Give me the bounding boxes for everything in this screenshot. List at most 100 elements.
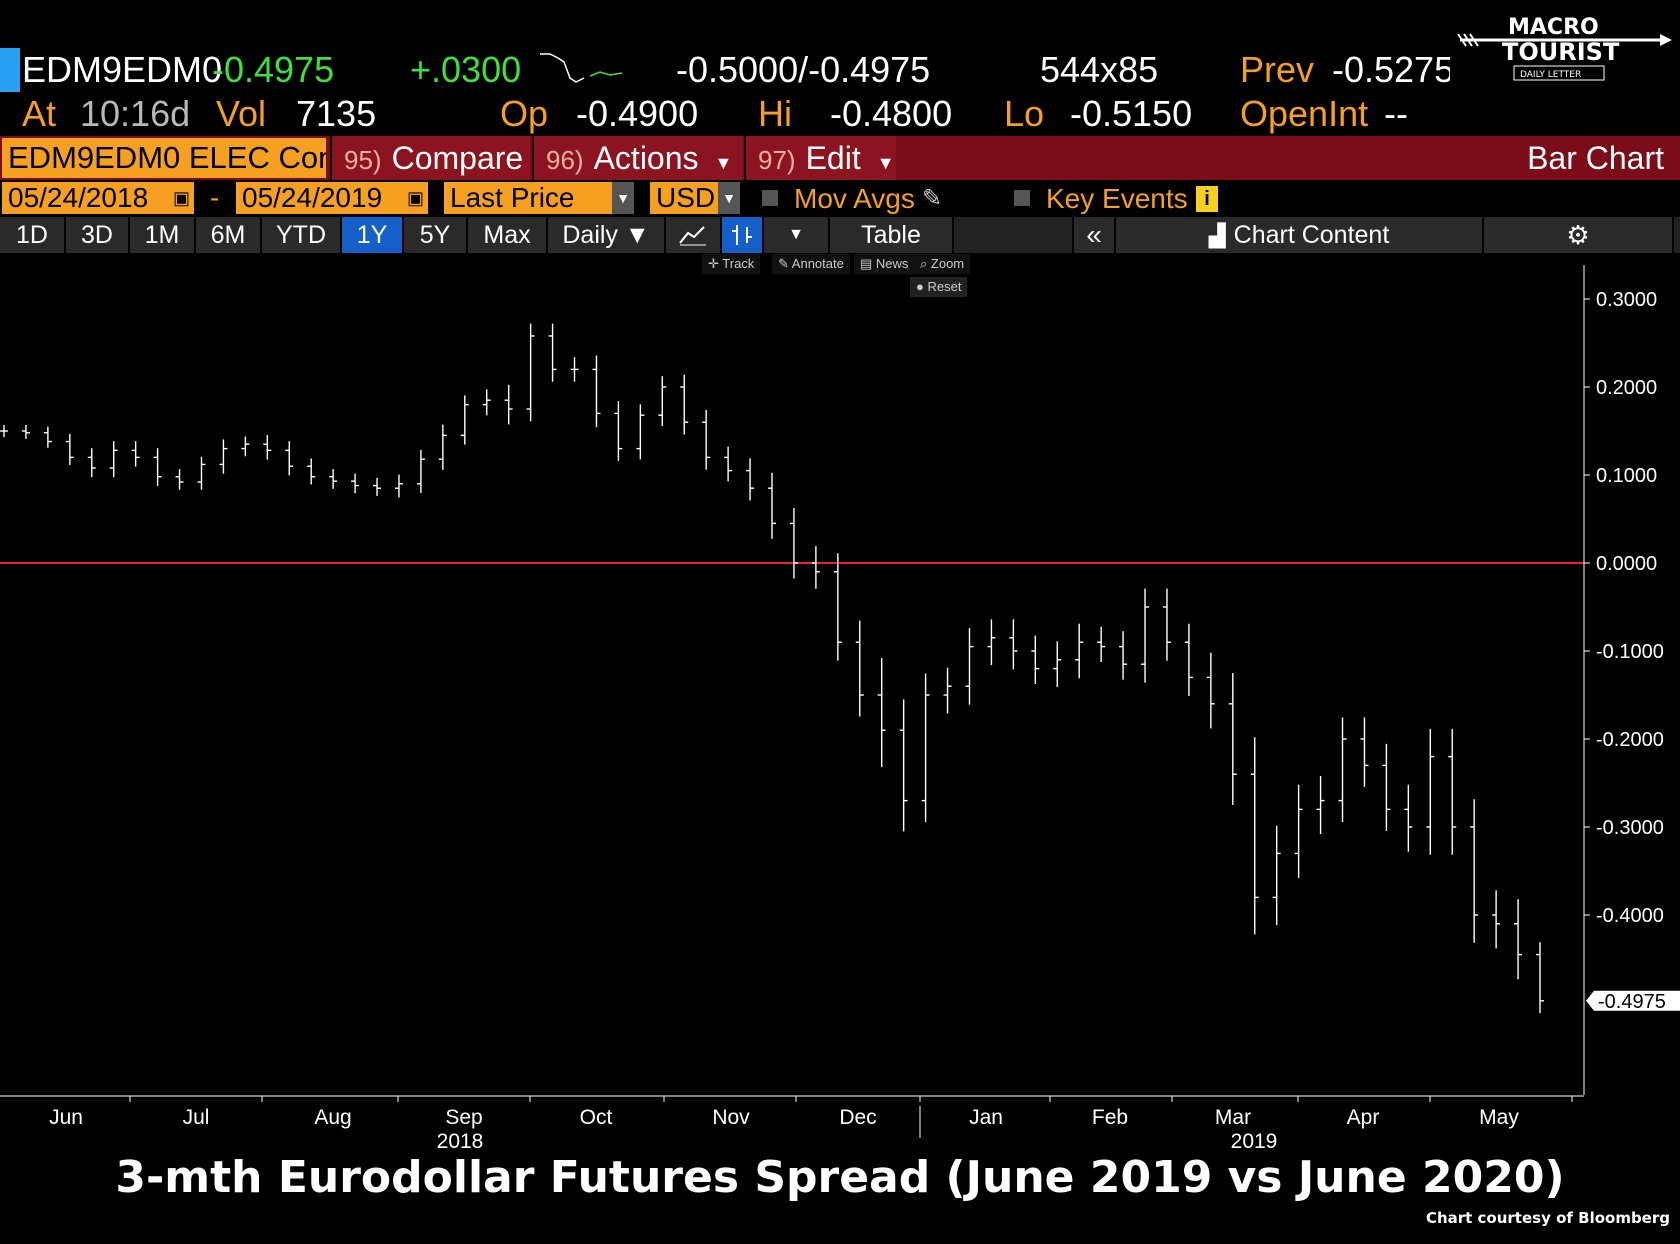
price-bar [1075,623,1084,679]
x-tick-label: Oct [580,1106,613,1129]
range-max[interactable]: Max [468,217,548,253]
logo-line3: DAILY LETTER [1520,70,1581,80]
price-bar [943,667,952,714]
y-tick-label: 0.0000 [1596,553,1657,575]
annotate-tool[interactable]: ✎ Annotate [772,254,850,274]
range-ytd[interactable]: YTD [262,217,342,253]
key-events-checkbox[interactable] [1014,190,1030,206]
security-field[interactable]: EDM9EDM0 ELEC Con [2,138,326,178]
price-bar [263,434,272,460]
bar-chart-icon[interactable] [722,217,764,253]
year-label: 2019 [1231,1130,1278,1153]
price-bar [724,446,733,482]
end-date-field[interactable]: 05/24/2019 ▣ [236,182,428,214]
price-bar [636,404,645,460]
vol-label: Vol [216,93,267,134]
range-1m[interactable]: 1M [130,217,196,253]
zoom-tool[interactable]: ⌕ Zoom [914,254,971,274]
bar-chart[interactable]: 0.3000 0.2000 0.1000 0.0000 -0.1000 -0.2000 -0… [0,255,1680,1155]
range-1y[interactable]: 1Y [342,217,404,253]
price-bar [1097,626,1106,662]
track-tool[interactable]: ✛ Track [702,254,761,274]
range-spacer [954,217,1074,253]
last-value-label: -0.4975 [1598,991,1666,1013]
chart-type-dropdown-icon[interactable]: ▼ [764,217,830,253]
price-bar [460,395,469,445]
price-bar [1514,899,1523,980]
table-button[interactable]: Table [830,217,954,253]
price-bar [1162,588,1171,661]
range-3d[interactable]: 3D [66,217,130,253]
price-bar [965,628,974,705]
calendar-icon[interactable]: ▣ [172,188,190,208]
y-tick-label: 0.3000 [1596,289,1657,311]
prev-value: -0.5275 [1332,49,1455,90]
currency-select[interactable]: USD [650,182,718,214]
price-bar [987,619,996,666]
price-bar [1426,728,1435,855]
news-tool[interactable]: ▤ News [854,254,915,274]
range-5y[interactable]: 5Y [404,217,468,253]
x-tick-label: Sep [445,1106,482,1129]
price-bar [153,448,162,486]
price-bar [658,376,667,426]
price-bar [680,374,689,435]
bid-ask: -0.5000/-0.4975 [676,49,931,90]
start-date-field[interactable]: 05/24/2018 ▣ [2,182,194,214]
price-bar [1536,942,1544,1014]
currency-dropdown-icon[interactable]: ▼ [718,182,740,214]
price-bar [109,441,118,478]
chevron-down-icon: ▼ [714,153,733,173]
price-bar [219,439,228,474]
period-select[interactable]: Daily ▼ [548,217,666,253]
price-bar [1206,652,1215,729]
price-bar [438,424,447,470]
price-bar [1448,728,1457,855]
logo-graphic: MACRO TOURIST DAILY LETTER [1450,10,1675,90]
mov-avgs-checkbox[interactable] [762,190,778,206]
y-tick-label: 0.2000 [1596,377,1657,399]
price-bar [1272,825,1281,926]
gear-icon[interactable]: ⚙ [1484,217,1674,253]
price-bar [811,546,820,589]
price-bar [1141,588,1150,683]
x-tick-label: Mar [1215,1106,1251,1129]
price-bar [1492,890,1501,949]
field-dropdown-icon[interactable]: ▼ [612,182,634,214]
field-select[interactable]: Last Price [444,182,612,214]
x-tick-label: Nov [712,1106,750,1129]
info-icon[interactable]: i [1196,186,1218,212]
net-change: +.0300 [410,49,522,90]
price-bar [592,355,601,428]
chart-content-button[interactable]: ▟ Chart Content [1116,217,1484,253]
compare-button[interactable]: 95) Compare [330,136,530,180]
start-date: 05/24/2018 [8,182,149,213]
price-bar [746,458,755,501]
y-tick-label: -0.4000 [1596,905,1664,927]
price-bar [394,474,403,498]
range-6m[interactable]: 6M [196,217,262,253]
reset-button[interactable]: ● Reset [910,277,968,297]
price-bar [1470,799,1479,943]
price-bar [416,449,425,494]
actions-button[interactable]: 96) Actions ▼ [532,136,742,180]
edit-button[interactable]: 97) Edit ▼ [744,136,896,180]
annotate-label: Annotate [791,256,844,271]
chart-credit: Chart courtesy of Bloomberg [1425,1209,1670,1227]
sparkline-icon [540,53,623,83]
price-bar [1404,784,1413,852]
ticker[interactable]: EDM9EDM0 [22,49,223,90]
range-1d[interactable]: 1D [0,217,66,253]
calendar-icon[interactable]: ▣ [406,188,424,208]
open-label: Op [500,93,549,134]
collapse-icon[interactable]: « [1074,217,1116,253]
price-bar [1382,743,1391,831]
pencil-icon[interactable]: ✎ [922,185,943,212]
quote-row-1: EDM9EDM0 -0.4975 +.0300 -0.5000/-0.4975 … [0,48,1680,92]
price-bar [921,673,930,823]
price-bar [1228,673,1237,805]
chart-title: 3-mth Eurodollar Futures Spread (June 20… [115,1152,1565,1203]
line-chart-icon[interactable] [666,217,722,253]
x-tick-label: May [1479,1106,1519,1129]
ticker-marker [0,48,20,92]
